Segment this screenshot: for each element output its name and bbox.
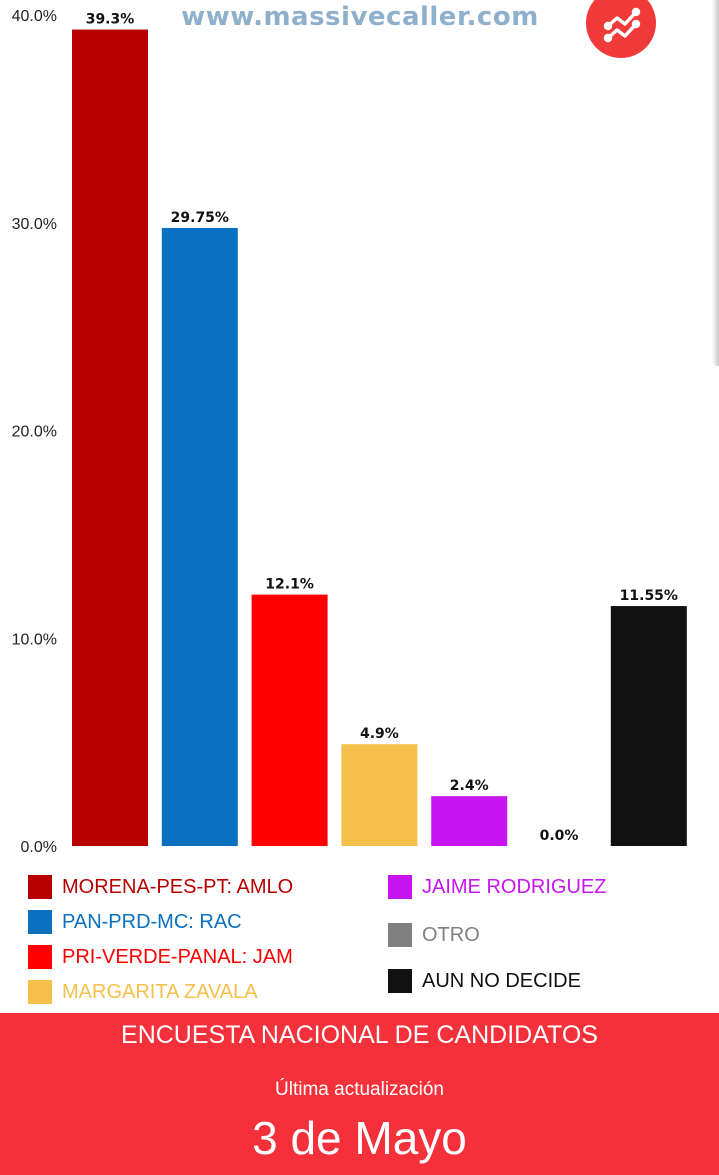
y-tick-label: 0.0% bbox=[21, 839, 57, 856]
bar-value-label: 29.75% bbox=[171, 210, 229, 226]
bar-chart: 0.0% 10.0% 20.0% 30.0% 40.0% 39.3% 29.75% 12.1%… bbox=[12, 8, 687, 856]
bar bbox=[431, 796, 508, 846]
legend-label: JAIME RODRIGUEZ bbox=[422, 875, 607, 898]
legend-item-otro: OTRO bbox=[388, 923, 480, 947]
footer-banner: ENCUESTA NACIONAL DE CANDIDATOS Última a… bbox=[0, 1013, 719, 1175]
legend-item-pri: PRI-VERDE-PANAL: JAM bbox=[28, 945, 293, 969]
legend-swatch bbox=[28, 980, 52, 1004]
bar bbox=[610, 606, 687, 846]
legend-swatch bbox=[388, 923, 412, 947]
legend-swatch bbox=[388, 969, 412, 993]
update-date: 3 de Mayo bbox=[252, 1112, 467, 1164]
legend-label: AUN NO DECIDE bbox=[422, 969, 581, 992]
bar-value-label: 11.55% bbox=[620, 588, 678, 604]
bar-value-label: 12.1% bbox=[265, 577, 314, 593]
trend-lines-icon bbox=[603, 7, 641, 43]
y-tick-label: 10.0% bbox=[12, 631, 57, 648]
legend-swatch bbox=[28, 875, 52, 899]
legend-label: MARGARITA ZAVALA bbox=[62, 980, 258, 1003]
bar bbox=[251, 594, 328, 846]
bar-value-label: 2.4% bbox=[450, 778, 489, 794]
legend-swatch bbox=[388, 875, 412, 899]
legend-item-morena: MORENA-PES-PT: AMLO bbox=[28, 875, 293, 899]
legend-item-pan: PAN-PRD-MC: RAC bbox=[28, 910, 242, 934]
legend-label: MORENA-PES-PT: AMLO bbox=[62, 875, 294, 898]
legend-label: PAN-PRD-MC: RAC bbox=[62, 910, 242, 933]
bar bbox=[341, 744, 418, 846]
legend-swatch bbox=[28, 910, 52, 934]
watermark-url: www.massivecaller.com bbox=[181, 2, 539, 32]
bar-value-label: 39.3% bbox=[86, 12, 135, 28]
y-tick-label: 40.0% bbox=[12, 8, 57, 25]
legend-item-zavala: MARGARITA ZAVALA bbox=[28, 980, 258, 1004]
screen-edge bbox=[712, 0, 719, 366]
legend-item-jaime: JAIME RODRIGUEZ bbox=[388, 875, 606, 899]
bar bbox=[72, 29, 148, 847]
survey-title: ENCUESTA NACIONAL DE CANDIDATOS bbox=[121, 1021, 598, 1049]
bar-value-label: 4.9% bbox=[360, 726, 399, 742]
y-tick-label: 20.0% bbox=[12, 424, 57, 441]
y-tick-label: 30.0% bbox=[12, 216, 57, 233]
last-update-label: Última actualización bbox=[275, 1079, 444, 1100]
bar bbox=[161, 227, 238, 847]
bar-value-label: 0.0% bbox=[540, 828, 579, 844]
legend-item-aun-no-decide: AUN NO DECIDE bbox=[388, 969, 581, 993]
legend-label: OTRO bbox=[422, 923, 480, 946]
legend-label: PRI-VERDE-PANAL: JAM bbox=[62, 945, 293, 968]
logo-button[interactable] bbox=[586, 0, 656, 58]
legend-swatch bbox=[28, 945, 52, 969]
